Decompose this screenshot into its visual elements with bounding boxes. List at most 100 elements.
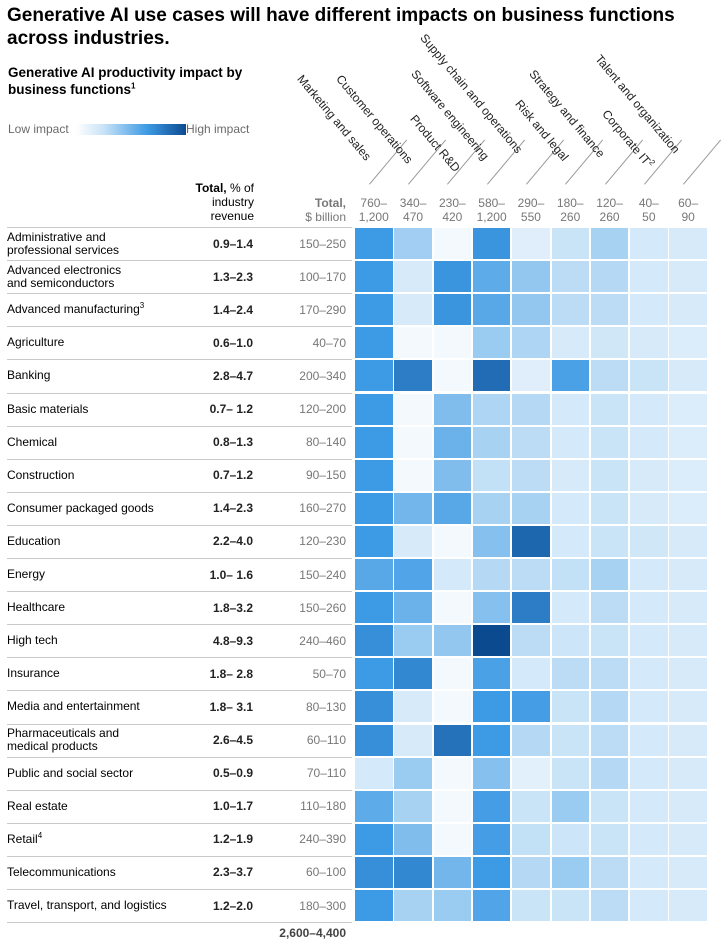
- industry-total-usd: 60–110: [306, 733, 346, 747]
- heatmap-cell: [512, 459, 550, 491]
- heatmap-cell: [433, 757, 472, 789]
- heatmap-cell: [630, 360, 668, 392]
- industry-total-usd: 110–180: [300, 799, 346, 814]
- industry-label: High tech: [7, 625, 182, 656]
- range-header-top: 760–: [360, 196, 388, 210]
- industry-total-usd: 60–100: [305, 865, 346, 880]
- industry-total-usd: 150–260: [299, 600, 346, 615]
- heatmap-cell: [394, 525, 432, 557]
- heatmap-cell: [512, 658, 550, 690]
- industry-total-pct: 1.2–2.0: [212, 898, 253, 913]
- range-header-bottom: 260: [560, 210, 581, 224]
- heatmap-cell: [394, 757, 432, 789]
- industry-total-pct: 2.6–4.5: [212, 733, 253, 747]
- row-divider: [7, 723, 352, 725]
- heatmap-cell: [472, 426, 511, 458]
- heatmap-cell: [433, 294, 472, 326]
- range-header-top: 340–: [399, 196, 427, 210]
- total-usd-header-line1: Total,: [314, 196, 346, 210]
- heatmap-cell: [472, 856, 511, 888]
- row-divider: [7, 855, 352, 857]
- heatmap-cell: [669, 360, 707, 392]
- row-divider: [7, 690, 352, 692]
- industry-label-line: Media and entertainment: [7, 699, 140, 714]
- industry-label: Travel, transport, and logistics: [7, 890, 182, 921]
- heatmap-cell: [433, 426, 472, 458]
- industry-total-usd: 100–170: [299, 269, 346, 284]
- heatmap-cell: [472, 327, 511, 359]
- industry-total-usd: 150–240: [299, 567, 346, 582]
- function-range-header: 760– 1,200: [355, 196, 393, 224]
- heatmap-cell: [669, 393, 707, 425]
- heatmap-cell: [630, 856, 668, 888]
- heatmap-cell: [433, 360, 472, 392]
- heatmap-cell: [630, 658, 668, 690]
- industry-label: Construction: [7, 460, 182, 491]
- heatmap-cell: [355, 823, 393, 855]
- row-divider: [7, 359, 352, 361]
- industry-label: Advanced manufacturing3: [7, 294, 182, 325]
- heatmap-cell: [551, 724, 589, 756]
- total-usd-header: Total, $ billion: [270, 196, 346, 224]
- heatmap-cell: [669, 426, 707, 458]
- heatmap-cell: [551, 525, 589, 557]
- industry-label-line: Public and social sector: [7, 765, 134, 780]
- heatmap-cell: [355, 228, 393, 259]
- heatmap-cell: [551, 757, 589, 789]
- heatmap-cell: [355, 261, 393, 293]
- industry-label: Education: [7, 526, 182, 557]
- range-header-bottom: 470: [403, 210, 424, 224]
- heatmap-cell: [590, 592, 629, 624]
- heatmap-cell: [590, 856, 629, 888]
- heatmap-cell: [355, 856, 393, 888]
- heatmap-cell: [472, 294, 511, 326]
- heatmap-cell: [355, 426, 393, 458]
- heatmap-cell: [590, 360, 629, 392]
- function-label-text: Customer operations: [333, 71, 417, 167]
- heatmap-cell: [669, 459, 707, 491]
- heatmap-cell: [590, 426, 629, 458]
- industry-label-line: Advanced electronics: [7, 262, 122, 277]
- heatmap-cell: [551, 890, 589, 921]
- heatmap-cell: [590, 890, 629, 921]
- industry-total-usd: 40–70: [312, 335, 346, 350]
- heatmap-cell: [669, 592, 707, 624]
- heatmap-cell: [355, 559, 393, 590]
- grand-total: 2,600–4,400: [279, 926, 346, 940]
- industry-total-pct: 1.8– 3.1: [209, 699, 253, 714]
- heatmap-cell: [669, 856, 707, 888]
- heatmap-cell: [355, 890, 393, 921]
- industry-total-usd: 50–70: [312, 666, 346, 681]
- range-header-top: 60–: [678, 196, 699, 210]
- heatmap-cell: [394, 856, 432, 888]
- heatmap-cell: [472, 757, 511, 789]
- industry-label-line: Retail4: [7, 830, 43, 846]
- industry-label-line: Chemical: [7, 434, 58, 449]
- industry-total-usd: 80–130: [305, 699, 346, 714]
- industry-total-usd: 180–300: [299, 898, 346, 913]
- heatmap-cell: [512, 327, 550, 359]
- heatmap-cell: [512, 492, 550, 524]
- industry-label: Banking: [7, 360, 182, 391]
- heatmap-cell: [630, 492, 668, 524]
- function-range-header: 580– 1,200: [473, 196, 511, 224]
- heatmap-cell: [551, 559, 589, 590]
- industry-total-pct: 1.8–3.2: [212, 600, 253, 615]
- heatmap-cell: [433, 459, 472, 491]
- industry-total-pct: 0.6–1.0: [212, 335, 253, 350]
- heatmap-cell: [394, 294, 432, 326]
- heatmap-cell: [433, 492, 472, 524]
- function-range-header: 60– 90: [669, 196, 707, 224]
- industry-footnote: 4: [37, 830, 43, 840]
- heatmap-cell: [512, 724, 550, 756]
- heatmap-cell: [394, 625, 432, 657]
- heatmap-cell: [512, 559, 550, 590]
- heatmap-cell: [472, 360, 511, 392]
- industry-total-pct: 0.9–1.4: [212, 236, 253, 251]
- heatmap-cell: [472, 228, 511, 259]
- heatmap-cell: [512, 856, 550, 888]
- heatmap-cell: [669, 294, 707, 326]
- heatmap-cell: [394, 327, 432, 359]
- heatmap-cell: [630, 559, 668, 590]
- heatmap-cell: [433, 525, 472, 557]
